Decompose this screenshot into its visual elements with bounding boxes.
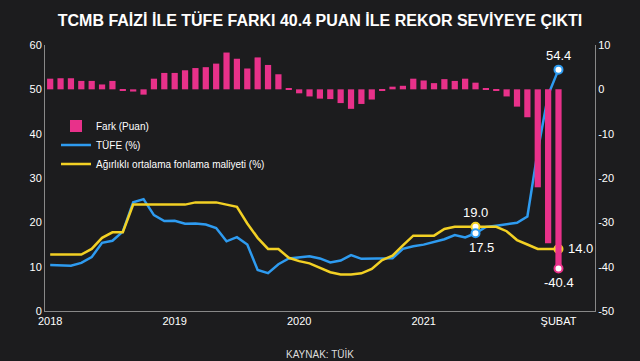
svg-text:2019: 2019 [162,315,186,327]
svg-text:17.5: 17.5 [469,240,494,255]
svg-text:54.4: 54.4 [546,48,571,63]
svg-text:0: 0 [598,83,604,95]
svg-text:ŞUBAT: ŞUBAT [541,315,577,327]
svg-text:10: 10 [598,39,610,51]
svg-text:-10: -10 [598,128,614,140]
svg-text:-20: -20 [598,172,614,184]
svg-text:50: 50 [30,83,42,95]
svg-text:2021: 2021 [411,315,435,327]
svg-text:-30: -30 [598,216,614,228]
svg-text:19.0: 19.0 [463,205,488,220]
svg-text:30: 30 [30,172,42,184]
svg-text:2018: 2018 [38,315,62,327]
svg-text:10: 10 [30,261,42,273]
svg-text:60: 60 [30,39,42,51]
svg-text:40: 40 [30,128,42,140]
svg-text:TCMB FAİZİ İLE TÜFE FARKI 40.4: TCMB FAİZİ İLE TÜFE FARKI 40.4 PUAN İLE … [58,11,583,29]
svg-text:Fark (Puan): Fark (Puan) [96,121,149,132]
svg-text:-50: -50 [598,305,614,317]
svg-text:2020: 2020 [287,315,311,327]
svg-text:TÜFE (%): TÜFE (%) [96,140,140,151]
svg-text:14.0: 14.0 [568,241,593,256]
svg-text:KAYNAK: TÜİK: KAYNAK: TÜİK [286,348,354,360]
svg-text:-40: -40 [598,261,614,273]
svg-text:Ağırlıklı ortalama fonlama mal: Ağırlıklı ortalama fonlama maliyeti (%) [96,159,264,170]
svg-text:20: 20 [30,216,42,228]
svg-text:0: 0 [36,305,42,317]
svg-text:-40.4: -40.4 [544,275,574,290]
